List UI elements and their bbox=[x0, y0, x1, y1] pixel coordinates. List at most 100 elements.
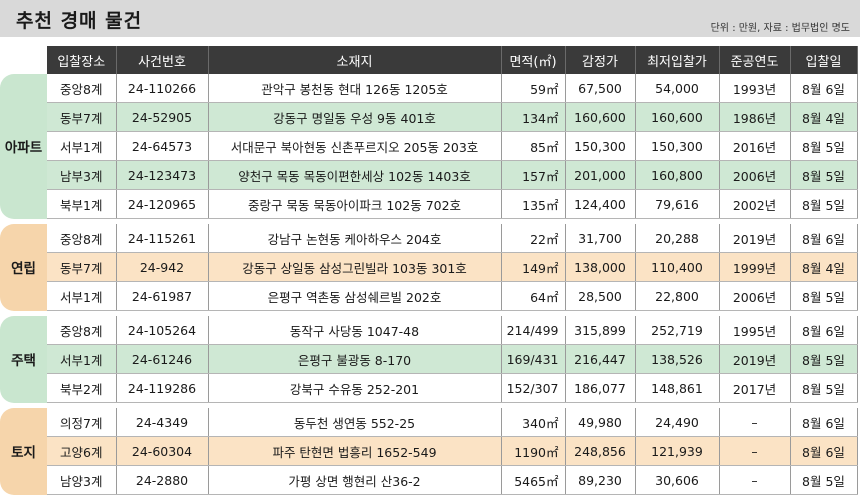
court-cell: 동부7계 bbox=[47, 102, 117, 132]
bid-date-cell: 8월 5일 bbox=[790, 160, 858, 190]
area-cell: 149㎡ bbox=[501, 252, 566, 282]
court-cell: 남양3계 bbox=[47, 465, 117, 495]
address-cell: 가평 상면 행현리 산36-2 bbox=[208, 465, 502, 495]
table-row: 북부1계 24-120965 중랑구 묵동 묵동아이파크 102동 702호 135㎡… bbox=[0, 189, 858, 219]
bid-date-cell: 8월 4일 bbox=[790, 102, 858, 132]
bid-date-cell: 8월 6일 bbox=[790, 436, 858, 466]
bid-date-cell: 8월 6일 bbox=[790, 408, 858, 437]
appraisal-cell: 28,500 bbox=[565, 281, 636, 311]
appraisal-cell: 124,400 bbox=[565, 189, 636, 219]
table-row: 아파트 중앙8계 24-110266 관악구 봉천동 현대 126동 1205호 59㎡… bbox=[0, 74, 858, 219]
area-cell: 1190㎡ bbox=[501, 436, 566, 466]
area-cell: 85㎡ bbox=[501, 131, 566, 161]
case-number-cell: 24-119286 bbox=[116, 373, 209, 403]
case-number-cell: 24-120965 bbox=[116, 189, 209, 219]
built-year-cell: 2017년 bbox=[719, 373, 791, 403]
min-bid-cell: 20,288 bbox=[635, 224, 720, 253]
min-bid-cell: 121,939 bbox=[635, 436, 720, 466]
bid-date-cell: 8월 5일 bbox=[790, 281, 858, 311]
built-year-cell: 1995년 bbox=[719, 316, 791, 345]
built-year-cell: – bbox=[719, 436, 791, 466]
case-number-cell: 24-61987 bbox=[116, 281, 209, 311]
appraisal-cell: 49,980 bbox=[565, 408, 636, 437]
area-cell: 135㎡ bbox=[501, 189, 566, 219]
table-row: 서부1계 24-64573 서대문구 북아현동 신촌푸르지오 205동 203호 85… bbox=[0, 131, 858, 161]
case-number-cell: 24-61246 bbox=[116, 344, 209, 374]
built-year-cell: 1993년 bbox=[719, 74, 791, 103]
court-cell: 의정7계 bbox=[47, 408, 117, 437]
table-row: 동부7계 24-942 강동구 상일동 삼성그린빌라 103동 301호 149㎡ 13… bbox=[0, 252, 858, 282]
case-number-cell: 24-942 bbox=[116, 252, 209, 282]
bid-date-cell: 8월 6일 bbox=[790, 224, 858, 253]
header-area: 면적(㎡) bbox=[501, 46, 566, 74]
built-year-cell: 2019년 bbox=[719, 344, 791, 374]
court-cell: 북부1계 bbox=[47, 189, 117, 219]
court-cell: 고양6계 bbox=[47, 436, 117, 466]
bid-date-cell: 8월 6일 bbox=[790, 74, 858, 103]
area-cell: 59㎡ bbox=[501, 74, 566, 103]
case-number-cell: 24-105264 bbox=[116, 316, 209, 345]
address-cell: 강동구 상일동 삼성그린빌라 103동 301호 bbox=[208, 252, 502, 282]
area-cell: 152/307 bbox=[501, 373, 566, 403]
area-cell: 64㎡ bbox=[501, 281, 566, 311]
table-row: 주택 중앙8계 24-105264 동작구 사당동 1047-48 214/499 315… bbox=[0, 316, 858, 403]
area-cell: 214/499 bbox=[501, 316, 566, 345]
case-number-cell: 24-60304 bbox=[116, 436, 209, 466]
bid-date-cell: 8월 5일 bbox=[790, 373, 858, 403]
min-bid-cell: 22,800 bbox=[635, 281, 720, 311]
built-year-cell: 2006년 bbox=[719, 281, 791, 311]
court-cell: 서부1계 bbox=[47, 131, 117, 161]
table-row: 서부1계 24-61987 은평구 역촌동 삼성쉐르빌 202호 64㎡ 28,500 2… bbox=[0, 281, 858, 311]
table-row: 서부1계 24-61246 은평구 불광동 8-170 169/431 216,447 1… bbox=[0, 344, 858, 374]
court-cell: 서부1계 bbox=[47, 281, 117, 311]
header-court: 입찰장소 bbox=[47, 46, 117, 74]
header-case-number: 사건번호 bbox=[116, 46, 209, 74]
court-cell: 중앙8계 bbox=[47, 316, 117, 345]
case-number-cell: 24-110266 bbox=[116, 74, 209, 103]
address-cell: 은평구 불광동 8-170 bbox=[208, 344, 502, 374]
address-cell: 중랑구 묵동 묵동아이파크 102동 702호 bbox=[208, 189, 502, 219]
min-bid-cell: 110,400 bbox=[635, 252, 720, 282]
header-address: 소재지 bbox=[208, 46, 502, 74]
appraisal-cell: 31,700 bbox=[565, 224, 636, 253]
category-label: 연립 bbox=[0, 224, 47, 311]
table-body: 아파트 중앙8계 24-110266 관악구 봉천동 현대 126동 1205호 59㎡… bbox=[0, 74, 858, 495]
min-bid-cell: 24,490 bbox=[635, 408, 720, 437]
case-number-cell: 24-2880 bbox=[116, 465, 209, 495]
bid-date-cell: 8월 6일 bbox=[790, 316, 858, 345]
address-cell: 관악구 봉천동 현대 126동 1205호 bbox=[208, 74, 502, 103]
area-cell: 340㎡ bbox=[501, 408, 566, 437]
bid-date-cell: 8월 4일 bbox=[790, 252, 858, 282]
case-number-cell: 24-64573 bbox=[116, 131, 209, 161]
unit-note: 단위 : 만원, 자료 : 법무법인 명도 bbox=[710, 23, 850, 34]
header-appraisal: 감정가 bbox=[565, 46, 636, 74]
min-bid-cell: 160,800 bbox=[635, 160, 720, 190]
min-bid-cell: 54,000 bbox=[635, 74, 720, 103]
area-cell: 157㎡ bbox=[501, 160, 566, 190]
bid-date-cell: 8월 5일 bbox=[790, 344, 858, 374]
min-bid-cell: 148,861 bbox=[635, 373, 720, 403]
min-bid-cell: 30,606 bbox=[635, 465, 720, 495]
address-cell: 강남구 논현동 케아하우스 204호 bbox=[208, 224, 502, 253]
table-row: 연립 중앙8계 24-115261 강남구 논현동 케아하우스 204호 22㎡ 31,7… bbox=[0, 224, 858, 311]
built-year-cell: 1986년 bbox=[719, 102, 791, 132]
appraisal-cell: 186,077 bbox=[565, 373, 636, 403]
address-cell: 서대문구 북아현동 신촌푸르지오 205동 203호 bbox=[208, 131, 502, 161]
table-row: 남부3계 24-123473 양천구 목동 목동이편한세상 102동 1403호 15… bbox=[0, 160, 858, 190]
built-year-cell: 2006년 bbox=[719, 160, 791, 190]
area-cell: 5465㎡ bbox=[501, 465, 566, 495]
court-cell: 중앙8계 bbox=[47, 74, 117, 103]
bid-date-cell: 8월 5일 bbox=[790, 189, 858, 219]
category-label: 주택 bbox=[0, 316, 47, 403]
category-label: 토지 bbox=[0, 408, 47, 495]
built-year-cell: 2016년 bbox=[719, 131, 791, 161]
header-min-bid: 최저입찰가 bbox=[635, 46, 720, 74]
min-bid-cell: 160,600 bbox=[635, 102, 720, 132]
built-year-cell: 1999년 bbox=[719, 252, 791, 282]
court-cell: 남부3계 bbox=[47, 160, 117, 190]
table-row: 북부2계 24-119286 강북구 수유동 252-201 152/307 186,0… bbox=[0, 373, 858, 403]
area-cell: 134㎡ bbox=[501, 102, 566, 132]
category-label: 아파트 bbox=[0, 74, 47, 219]
table-row: 동부7계 24-52905 강동구 명일동 우성 9동 401호 134㎡ 160,60… bbox=[0, 102, 858, 132]
court-cell: 동부7계 bbox=[47, 252, 117, 282]
